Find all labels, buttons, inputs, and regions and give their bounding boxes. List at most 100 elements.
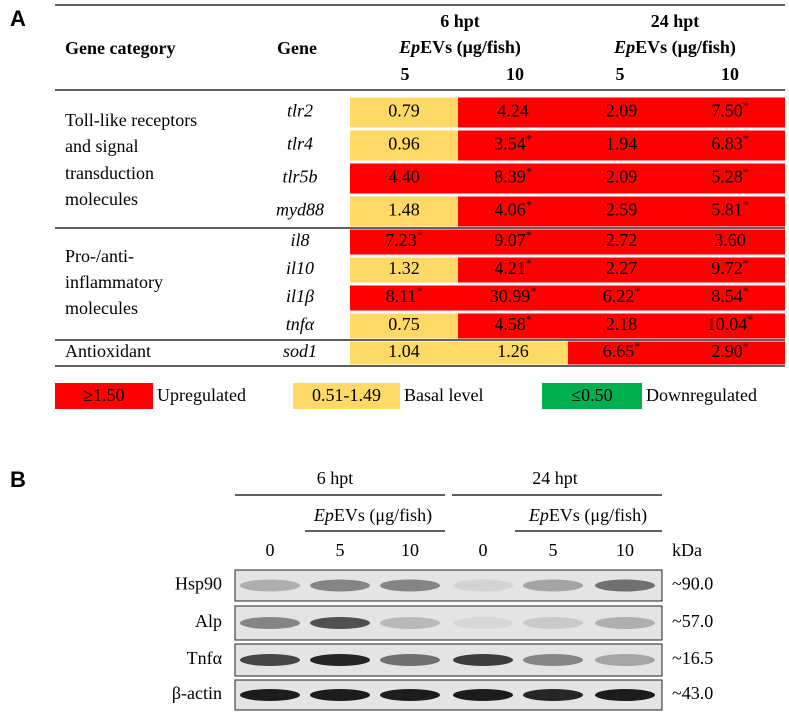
band (380, 617, 440, 629)
lane: 5 (336, 540, 345, 560)
band (310, 689, 370, 701)
treatment-suffix: EVs (μg/fish) (549, 505, 647, 526)
value: 1.04 (388, 341, 420, 361)
band (380, 689, 440, 701)
cell-value: 30.99* (490, 284, 537, 306)
value: 3.60 (714, 230, 746, 250)
group-time: 24 hpt (532, 468, 578, 488)
significance: * (526, 197, 532, 211)
cell-bg (675, 97, 785, 128)
lane: 5 (549, 540, 558, 560)
cell-bg (568, 229, 675, 255)
band (453, 689, 513, 701)
unit: kDa (672, 540, 702, 560)
value: 5.81 (711, 200, 743, 220)
cell-value: 6.83* (711, 131, 749, 153)
cell-bg (350, 163, 458, 194)
significance: * (526, 131, 532, 145)
group-treatment: EpEVs (μg/fish) (613, 37, 736, 58)
gene: tnfα (286, 314, 315, 334)
treatment-prefix: Ep (398, 37, 420, 57)
cell-value: 8.11* (386, 284, 423, 306)
gene: sod1 (283, 341, 317, 361)
dose: 10 (721, 64, 739, 84)
significance: * (634, 284, 640, 298)
cell-bg (458, 130, 568, 161)
protein: Alp (195, 611, 222, 631)
value: 2.09 (606, 101, 638, 121)
cell-value: 2.09 (606, 101, 638, 121)
band (240, 579, 300, 592)
cell-bg (458, 257, 568, 283)
cell-value: 2.27 (606, 258, 638, 278)
category-line: Pro-/anti- (65, 246, 134, 266)
band (595, 617, 655, 629)
cell-bg (568, 313, 675, 339)
treatment-prefix: Ep (613, 37, 635, 57)
gene: il1β (286, 286, 314, 306)
cell-bg (458, 229, 568, 255)
significance: * (526, 256, 532, 270)
cell-value: 8.39* (494, 164, 532, 186)
size: ~90.0 (672, 574, 713, 594)
band (453, 654, 513, 666)
band (523, 654, 583, 666)
cell-bg (675, 341, 785, 365)
significance: * (743, 256, 749, 270)
value: 3.54 (494, 134, 526, 154)
band (380, 654, 440, 666)
value: 9.07 (494, 230, 526, 250)
cell-value: 8.54* (711, 284, 749, 306)
cell-value: 3.54* (494, 131, 532, 153)
cell-value: 0.79 (388, 101, 420, 121)
gene: myd88 (276, 200, 324, 220)
significance: * (743, 164, 749, 178)
significance: * (743, 339, 749, 353)
dose: 10 (506, 64, 524, 84)
cell-value: 4.24 (497, 101, 529, 121)
blot (234, 679, 663, 711)
lane: 0 (266, 540, 275, 560)
legend-swatch (542, 383, 642, 409)
significance: * (526, 228, 532, 242)
category-line: inflammatory (65, 272, 163, 292)
legend-label: Basal level (404, 385, 483, 405)
cell-bg (675, 285, 785, 311)
cell-bg (568, 285, 675, 311)
cell-value: 2.72 (606, 230, 638, 250)
significance: * (747, 312, 753, 326)
value: 8.11 (386, 286, 417, 306)
value: 8.39 (494, 167, 526, 187)
cell-bg (568, 196, 675, 227)
b-rules (235, 494, 662, 532)
significance: * (743, 98, 749, 112)
value: 4.24 (497, 101, 529, 121)
cell-value: 6.65* (603, 339, 641, 361)
cell-bg (350, 341, 458, 365)
cell-value: 2.09 (606, 167, 638, 187)
cell-value: 5.81* (711, 197, 749, 219)
value: 1.48 (388, 200, 420, 220)
value: 1.26 (497, 341, 529, 361)
cell-value: 7.23* (385, 228, 423, 250)
band (595, 689, 655, 701)
treatment-suffix: EVs (μg/fish) (420, 37, 521, 58)
gene: tlr5b (282, 167, 317, 187)
group-treatment: EpEVs (μg/fish) (398, 37, 521, 58)
value: 1.32 (388, 258, 420, 278)
value: 30.99 (490, 286, 531, 306)
legend-range: 0.51-1.49 (312, 385, 381, 405)
cell-bg (568, 130, 675, 161)
legend-range: ≥1.50 (83, 385, 124, 405)
cell-bg (675, 313, 785, 339)
cell-bg (458, 97, 568, 128)
significance: * (530, 284, 536, 298)
cell-value: 10.04* (707, 312, 754, 334)
value: 6.22 (603, 286, 635, 306)
lane: 10 (401, 540, 419, 560)
value: 7.23 (385, 230, 417, 250)
cell-value: 1.32 (388, 258, 420, 278)
significance: * (634, 339, 640, 353)
band (310, 579, 370, 592)
